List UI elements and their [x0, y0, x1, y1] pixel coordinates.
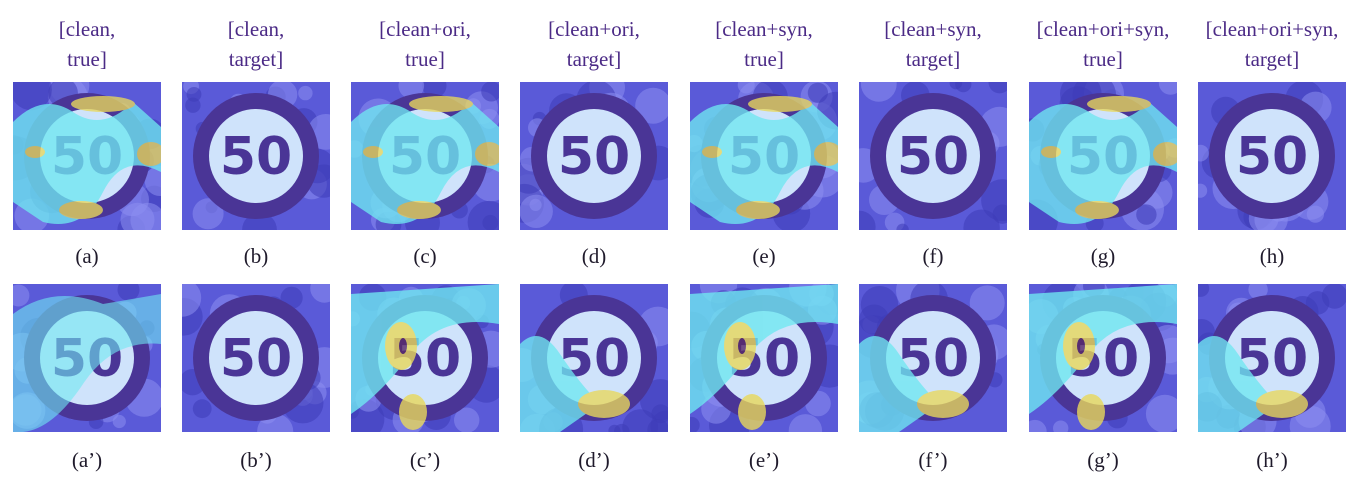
figure-column: [clean+ori, target] 50 (d) 50 (d’): [509, 0, 679, 496]
column-header-line: [clean+ori,: [379, 17, 471, 41]
heatmap-image-bottom: 50: [351, 284, 499, 432]
image-caption-top: (h): [1259, 244, 1285, 268]
column-header-line: target]: [566, 47, 622, 71]
image-caption-top: (a): [75, 244, 99, 268]
heatmap-image-bottom: 50: [182, 284, 330, 432]
column-header: [clean+ori+syn, target]: [1187, 14, 1357, 76]
svg-text:50: 50: [220, 329, 292, 389]
column-header-line: [clean+syn,: [715, 17, 813, 41]
column-header: [clean, target]: [171, 14, 341, 76]
heatmap-image-top: 50: [182, 82, 330, 230]
column-header-line: true]: [1083, 47, 1123, 71]
figure-column: [clean, true] 50 (a) 50 (a’): [2, 0, 172, 496]
image-caption-bottom: (c’): [409, 448, 441, 472]
heatmap-image-top: 50: [520, 82, 668, 230]
column-header-line: target]: [1244, 47, 1300, 71]
heatmap-image-top: 50: [1029, 82, 1177, 230]
heatmap-image-bottom: 50: [13, 284, 161, 432]
column-header: [clean+ori, target]: [509, 14, 679, 76]
column-header-line: true]: [67, 47, 107, 71]
column-header: [clean+ori, true]: [340, 14, 510, 76]
figure-column: [clean+syn, target] 50 (f) 50 (f’): [848, 0, 1018, 496]
heatmap-image-bottom: 50: [1198, 284, 1346, 432]
column-header-line: true]: [744, 47, 784, 71]
column-header: [clean, true]: [2, 14, 172, 76]
column-header-line: [clean,: [58, 17, 116, 41]
heatmap-image-bottom: 50: [1029, 284, 1177, 432]
heatmap-image-top: 50: [1198, 82, 1346, 230]
image-caption-top: (e): [752, 244, 776, 268]
heatmap-image-bottom: 50: [859, 284, 1007, 432]
column-header-line: true]: [405, 47, 445, 71]
svg-text:50: 50: [220, 127, 292, 187]
image-caption-bottom: (b’): [240, 448, 272, 472]
svg-text:50: 50: [1236, 127, 1308, 187]
image-caption-top: (g): [1090, 244, 1116, 268]
column-header: [clean+syn, target]: [848, 14, 1018, 76]
column-header-line: [clean+ori,: [548, 17, 640, 41]
figure-column: [clean+ori, true] 50 (c) 50 (c’): [340, 0, 510, 496]
column-header-line: [clean,: [227, 17, 285, 41]
column-header: [clean+syn, true]: [679, 14, 849, 76]
image-caption-bottom: (e’): [748, 448, 780, 472]
heatmap-image-top: 50: [13, 82, 161, 230]
image-caption-bottom: (h’): [1256, 448, 1288, 472]
column-header-line: [clean+ori+syn,: [1205, 17, 1339, 41]
figure-column: [clean+syn, true] 50 (e) 50 (e’): [679, 0, 849, 496]
svg-text:50: 50: [558, 127, 630, 187]
figure-column: [clean+ori+syn, target] 50 (h) 50 (h’): [1187, 0, 1357, 496]
image-caption-top: (b): [243, 244, 269, 268]
image-caption-top: (f): [922, 244, 944, 268]
column-header: [clean+ori+syn, true]: [1018, 14, 1188, 76]
heatmap-image-top: 50: [690, 82, 838, 230]
image-caption-bottom: (g’): [1087, 448, 1119, 472]
image-caption-bottom: (d’): [578, 448, 610, 472]
column-header-line: [clean+ori+syn,: [1036, 17, 1170, 41]
column-header-line: target]: [905, 47, 961, 71]
column-header-line: [clean+syn,: [884, 17, 982, 41]
image-caption-bottom: (f’): [918, 448, 948, 472]
figure-column: [clean, target] 50 (b) 50 (b’): [171, 0, 341, 496]
svg-text:50: 50: [897, 127, 969, 187]
heatmap-image-top: 50: [859, 82, 1007, 230]
heatmap-image-bottom: 50: [690, 284, 838, 432]
figure-column: [clean+ori+syn, true] 50 (g) 50 (g’): [1018, 0, 1188, 496]
heatmap-image-bottom: 50: [520, 284, 668, 432]
image-caption-top: (c): [413, 244, 437, 268]
image-caption-bottom: (a’): [71, 448, 103, 472]
heatmap-image-top: 50: [351, 82, 499, 230]
image-caption-top: (d): [581, 244, 607, 268]
column-header-line: target]: [228, 47, 284, 71]
